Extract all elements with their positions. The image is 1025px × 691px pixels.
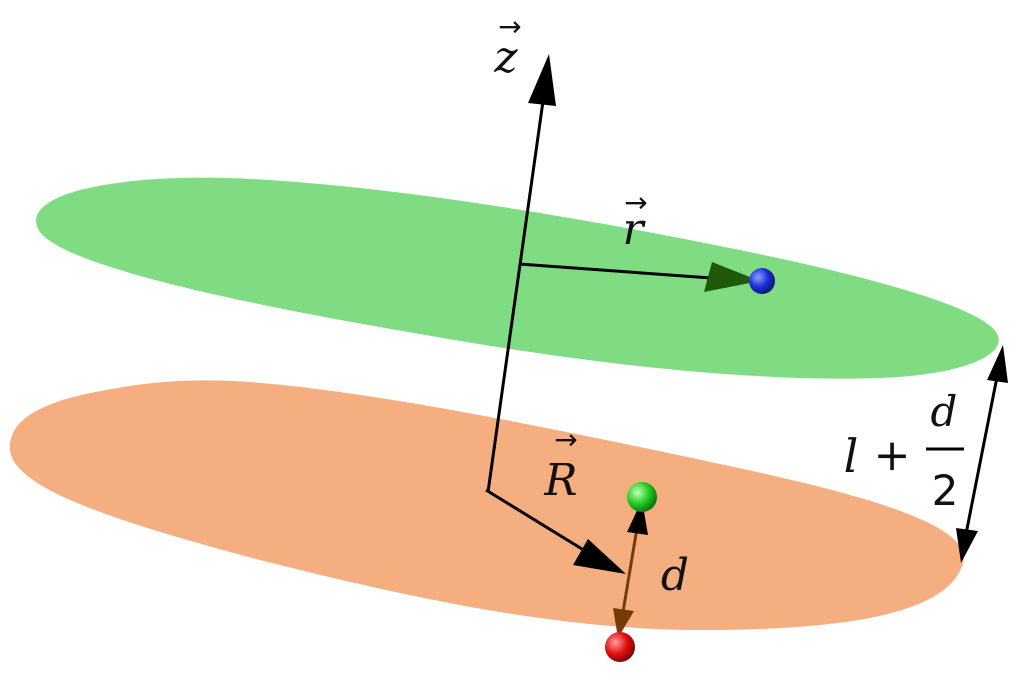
z-axis-arrowhead <box>528 54 556 106</box>
d-vector-line <box>621 527 639 613</box>
z-axis-label: z <box>493 32 518 83</box>
blue-sphere <box>749 268 775 294</box>
r-vector-line <box>518 262 726 281</box>
separation-l: l <box>844 429 859 483</box>
d-vector-arrowhead-bottom <box>613 608 634 638</box>
separation-denominator: 2 <box>932 466 959 515</box>
z-axis-line <box>486 79 548 493</box>
separation-plus: + <box>874 430 911 481</box>
r-vector-marker: → <box>624 186 647 219</box>
green-sphere <box>627 482 657 512</box>
R-vector-line <box>485 488 596 559</box>
separation-arrowhead-bottom <box>956 528 978 563</box>
separation-arrow-line <box>964 371 1000 535</box>
separation-numerator: d <box>931 387 958 436</box>
r-vector-label: r <box>622 204 646 255</box>
r-vector-arrowhead <box>704 262 760 292</box>
R-vector-label: R <box>543 455 577 506</box>
d-label: d <box>661 550 689 601</box>
R-vector-arrowhead <box>573 539 626 574</box>
R-vector-marker: → <box>554 423 577 456</box>
z-axis-vector-marker: → <box>498 10 521 43</box>
lower-plane <box>9 380 964 630</box>
separation-arrowhead-top <box>987 345 1008 383</box>
red-sphere <box>605 632 635 662</box>
